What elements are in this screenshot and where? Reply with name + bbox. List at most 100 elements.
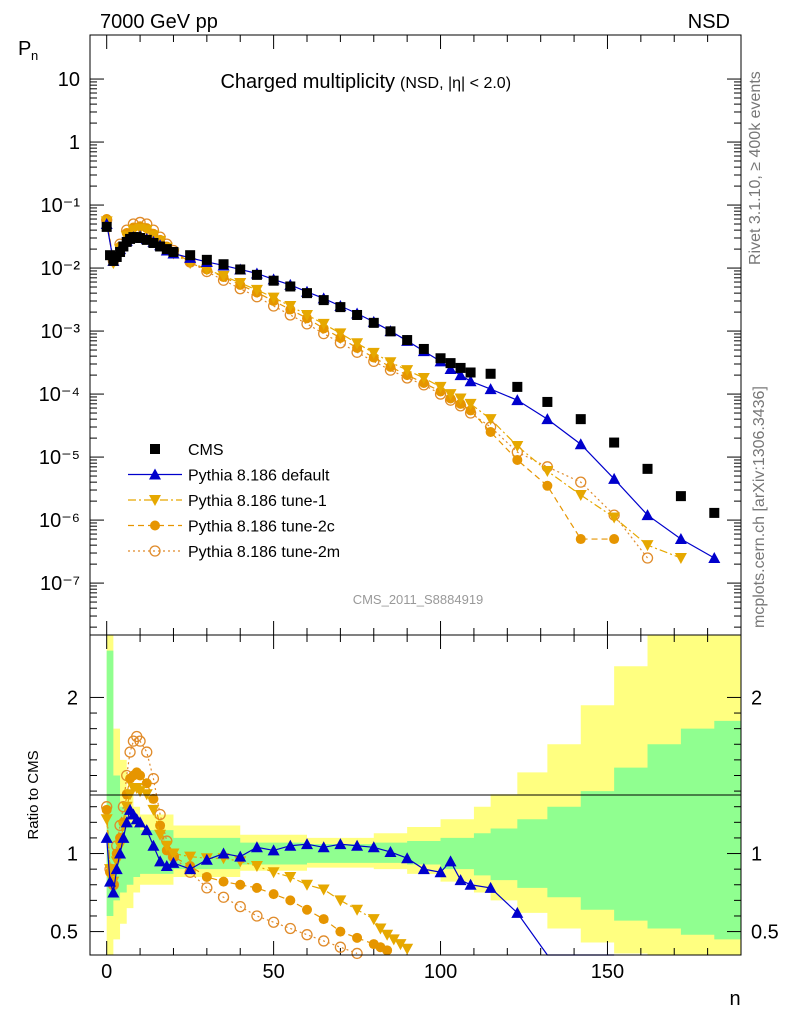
ratio-y-tick-label: 0.5 (50, 922, 78, 944)
x-tick-label: 150 (591, 961, 624, 983)
main-data-point (574, 438, 587, 450)
main-data-point (444, 362, 457, 374)
legend-marker (150, 520, 160, 531)
rivet-label: Rivet 3.1.10, ≥ 400k events (747, 71, 764, 265)
main-data-point (609, 437, 620, 448)
x-tick-label: 100 (424, 961, 457, 983)
main-plot-panel: 10 1 10⁻¹ 10⁻² 10⁻³ 10⁻⁴ 10⁻⁵ 10⁻⁶ 10⁻⁷ Charged … (18, 34, 742, 636)
ratio-data-point (154, 829, 167, 841)
ratio-data-point (100, 814, 113, 826)
ratio-data-point (444, 855, 457, 867)
ratio-data-point (134, 735, 146, 747)
ratio-data-point (334, 941, 347, 953)
ratio-data-point (100, 831, 113, 843)
main-data-point (284, 300, 297, 312)
ratio-data-point (201, 882, 213, 894)
main-data-point (708, 552, 721, 564)
main-data-point (434, 381, 447, 393)
main-data-point (301, 309, 313, 321)
ratio-data-point (235, 879, 246, 890)
main-data-point (235, 264, 246, 275)
legend-marker (149, 545, 161, 557)
ratio-data-point (160, 840, 173, 852)
main-data-point (609, 534, 620, 545)
main-data-point (185, 250, 196, 261)
x-axis-title: n (729, 988, 740, 1010)
process-label: NSD (688, 11, 730, 33)
main-data-point (454, 369, 467, 381)
ratio-data-point (167, 856, 180, 868)
main-data-point (317, 318, 330, 330)
main-series-cms (101, 221, 720, 518)
ratio-data-point (285, 895, 296, 906)
main-data-point (674, 533, 687, 545)
main-data-point (385, 326, 396, 337)
ratio-data-point (251, 882, 262, 893)
ratio-data-point (394, 939, 407, 951)
main-data-point (217, 270, 230, 282)
legend-marker (149, 468, 161, 480)
ratio-data-point (454, 874, 467, 886)
main-data-point (541, 466, 554, 478)
ratio-data-point (352, 932, 363, 943)
main-series-pythia-8-186-default (100, 218, 721, 564)
ratio-data-point (250, 861, 263, 873)
ratio-data-point (124, 746, 136, 758)
ratio-data-point (434, 866, 447, 878)
legend-label: Pythia 8.186 tune-2c (188, 519, 335, 536)
ratio-data-point (382, 945, 393, 956)
main-data-point (334, 328, 347, 340)
main-data-point (464, 375, 477, 387)
legend-label: Pythia 8.186 tune-1 (188, 493, 327, 510)
ratio-data-point (250, 841, 263, 853)
main-data-point (512, 381, 523, 392)
ratio-data-point (417, 863, 430, 875)
ratio-data-point (167, 848, 180, 860)
ratio-data-point (302, 904, 312, 915)
ratio-data-point (184, 863, 197, 875)
main-data-point (105, 250, 116, 261)
legend-marker (149, 495, 161, 506)
ratio-series-pythia-8-186-tune-2c (101, 767, 393, 956)
y-axis-title-ratio: Ratio to CMS (25, 750, 42, 839)
main-series-pythia-8-186-tune-1 (100, 216, 687, 565)
legend-label: Pythia 8.186 default (188, 468, 330, 485)
main-data-point (147, 230, 160, 242)
ratio-series-layer (100, 730, 615, 960)
legend-entry: Pythia 8.186 tune-2c (128, 519, 335, 536)
ratio-data-point (110, 856, 123, 868)
main-data-point (542, 480, 553, 491)
ratio-data-point (218, 876, 229, 887)
main-data-point (608, 472, 621, 484)
ratio-series-line (106, 808, 615, 956)
ratio-data-point (154, 855, 167, 867)
main-data-point (201, 254, 212, 265)
main-data-point (267, 292, 280, 304)
watermark: CMS_2011_S8884919 (353, 592, 484, 607)
main-data-point (368, 317, 379, 328)
ratio-data-point (134, 816, 147, 828)
ratio-data-point (101, 804, 112, 815)
main-data-point (444, 389, 457, 401)
chart-subtitle: (NSD, |η| < 2.0) (400, 75, 511, 92)
main-data-point (384, 357, 397, 369)
ratio-series-pythia-8-186-default (100, 803, 615, 956)
y-tick-label: 10⁻¹ (41, 195, 81, 217)
ratio-data-point (160, 860, 173, 872)
ratio-data-point (201, 871, 212, 882)
main-data-point (485, 368, 496, 379)
ratio-data-point (334, 895, 347, 907)
main-data-point (608, 512, 621, 524)
main-data-point (484, 414, 497, 426)
main-data-point (512, 454, 523, 465)
ratio-data-point (301, 838, 313, 850)
ratio-series-line (106, 735, 358, 955)
ratio-data-point (367, 841, 380, 853)
ratio-data-point (374, 923, 387, 935)
main-data-point (445, 358, 456, 369)
main-data-point (155, 241, 166, 252)
ratio-data-point (200, 853, 213, 865)
ratio-data-point (381, 929, 394, 941)
x-tick-label: 50 (262, 961, 284, 983)
ratio-data-point (301, 879, 313, 891)
